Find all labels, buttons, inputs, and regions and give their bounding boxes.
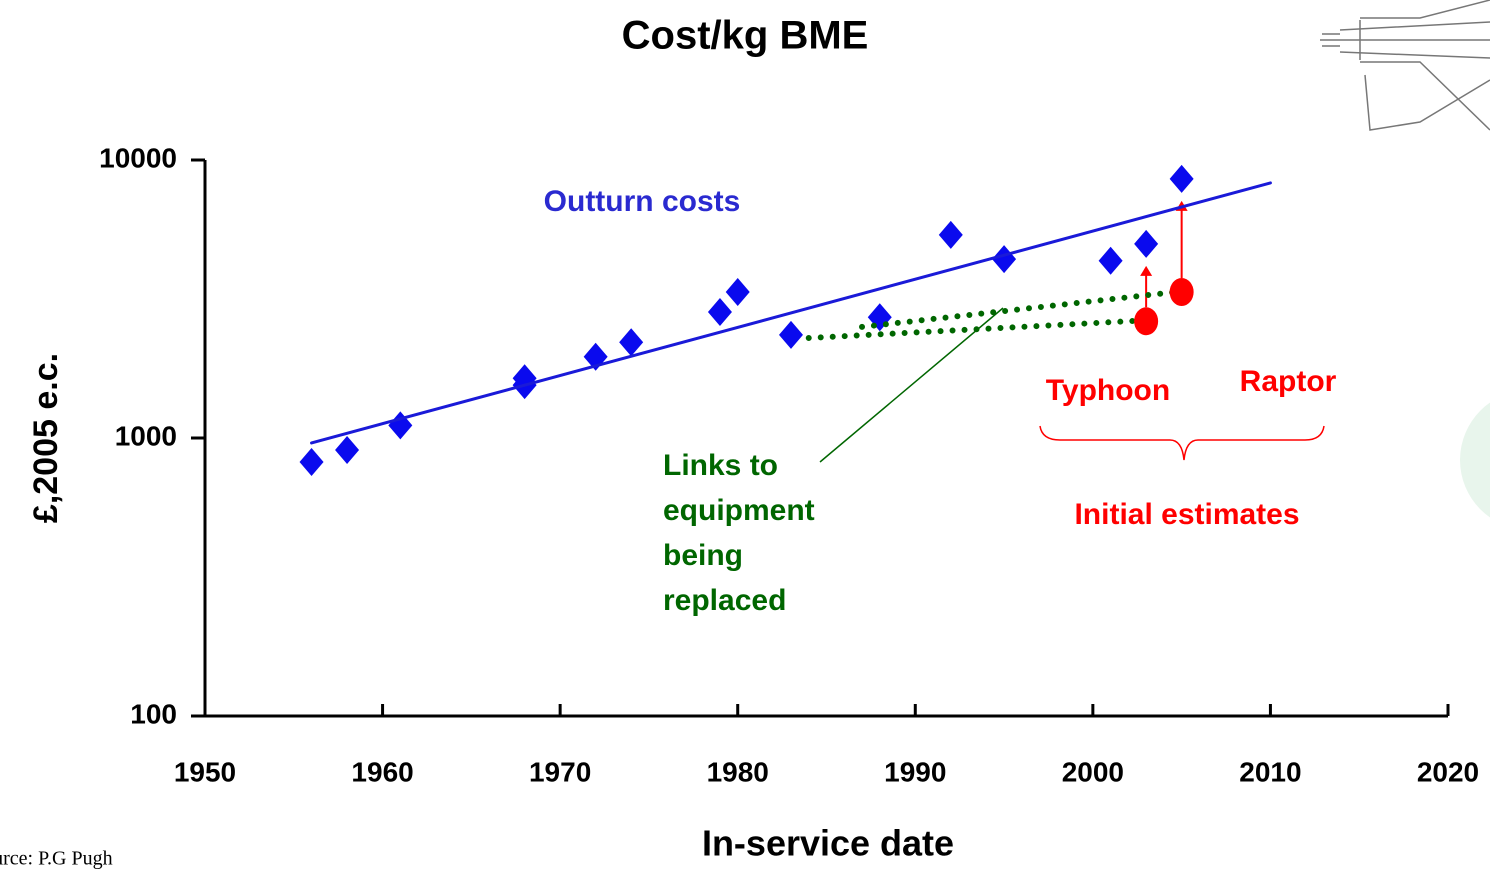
point [1134, 230, 1158, 258]
chart: Cost/kg BME £,2005 e.c. In-service date … [0, 0, 1490, 869]
source-note: Source: P.G Pugh [0, 848, 113, 869]
x-tick-label: 1960 [351, 756, 413, 787]
link-line [809, 320, 1146, 338]
chart-title: Cost/kg BME [622, 14, 869, 58]
point [939, 221, 963, 249]
point [300, 448, 324, 476]
point [1099, 247, 1123, 275]
annotation: Links to [663, 449, 778, 482]
x-axis-title: In-service date [702, 823, 954, 864]
y-tick-label: 1000 [115, 420, 177, 451]
annotation: Typhoon [1046, 374, 1170, 407]
arrow-head [1140, 266, 1152, 276]
x-tick-label: 1950 [174, 756, 236, 787]
point [335, 436, 359, 464]
annotation: replaced [663, 584, 786, 617]
aircraft-sketch [1320, 0, 1490, 130]
estimate-point [1170, 278, 1194, 306]
x-tick-label: 1990 [884, 756, 946, 787]
x-tick-label: 1980 [707, 756, 769, 787]
y-tick-label: 10000 [99, 142, 177, 173]
annotation: Outturn costs [544, 185, 741, 218]
x-tick-label: 2010 [1239, 756, 1301, 787]
point [1170, 165, 1194, 193]
annotation: being [663, 539, 743, 572]
x-tick-label: 2000 [1062, 756, 1124, 787]
x-tick-label: 1970 [529, 756, 591, 787]
estimate-point [1134, 307, 1158, 335]
point [779, 321, 803, 349]
point [619, 328, 643, 356]
annotation: Raptor [1240, 365, 1337, 398]
decoration [1460, 390, 1490, 530]
x-tick-label: 2020 [1417, 756, 1479, 787]
point [708, 298, 732, 326]
point [726, 278, 750, 306]
annotation: Initial estimates [1074, 498, 1299, 531]
y-axis-title: £,2005 e.c. [27, 353, 65, 523]
brace [1040, 426, 1324, 460]
annotation: equipment [663, 494, 815, 527]
point [992, 245, 1016, 273]
y-tick-label: 100 [130, 698, 177, 729]
